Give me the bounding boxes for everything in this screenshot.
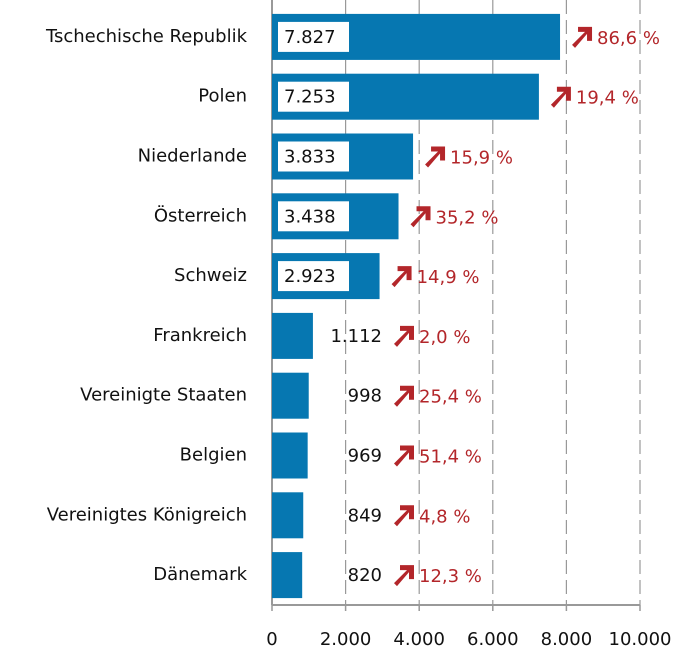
- category-label: Belgien: [180, 445, 247, 466]
- trend-arrow: [425, 146, 446, 168]
- trend-arrow: [394, 565, 414, 587]
- category-label: Österreich: [154, 204, 247, 226]
- bar: [272, 492, 304, 539]
- value-label: 2.923: [284, 266, 336, 287]
- trend-arrow: [550, 86, 571, 108]
- value-label: 820: [348, 565, 382, 586]
- change-label: 15,9 %: [450, 148, 513, 169]
- value-label-box: [278, 261, 349, 292]
- bar: [272, 552, 303, 599]
- trend-arrow: [391, 266, 412, 288]
- trend-arrow: [572, 26, 593, 48]
- value-label: 849: [348, 505, 382, 526]
- category-label: Dänemark: [153, 564, 247, 585]
- change-label: 19,4 %: [576, 88, 639, 109]
- trend-arrow: [394, 445, 414, 467]
- category-label: Niederlande: [138, 146, 247, 167]
- trend-arrow: [410, 206, 431, 228]
- value-label-box: [278, 81, 349, 112]
- value-label: 969: [348, 446, 382, 467]
- x-tick-label: 8.000: [541, 629, 593, 650]
- change-label: 25,4 %: [419, 387, 482, 408]
- change-label: 51,4 %: [419, 447, 482, 468]
- category-label: Schweiz: [174, 265, 247, 286]
- category-label: Vereinigtes Königreich: [47, 504, 247, 525]
- change-label: 12,3 %: [419, 566, 482, 587]
- change-label: 14,9 %: [417, 267, 480, 288]
- change-label: 35,2 %: [436, 207, 499, 228]
- trend-arrow: [394, 505, 414, 527]
- category-label: Polen: [198, 86, 247, 107]
- value-label: 3.438: [284, 206, 336, 227]
- trend-arrow: [394, 325, 414, 347]
- bar: [272, 372, 309, 419]
- category-label: Vereinigte Staaten: [80, 385, 247, 406]
- value-label-box: [278, 141, 349, 172]
- x-tick-label: 4.000: [393, 629, 445, 650]
- value-label: 3.833: [284, 147, 336, 168]
- change-label: 4,8 %: [419, 506, 470, 527]
- category-label: Frankreich: [153, 325, 247, 346]
- x-tick-label: 2.000: [320, 629, 372, 650]
- value-label: 1.112: [330, 326, 382, 347]
- x-tick-label: 0: [266, 629, 277, 650]
- x-tick-label: 6.000: [467, 629, 519, 650]
- trend-arrow: [394, 385, 414, 407]
- bar: [272, 312, 313, 359]
- value-label: 7.827: [284, 27, 336, 48]
- value-label-box: [278, 21, 349, 52]
- value-label-box: [278, 201, 349, 232]
- category-label: Tschechische Republik: [45, 26, 248, 47]
- x-tick-label: 10.000: [609, 629, 672, 650]
- value-label: 998: [348, 386, 382, 407]
- bar: [272, 432, 308, 479]
- change-label: 86,6 %: [597, 28, 660, 49]
- value-label: 7.253: [284, 87, 336, 108]
- change-label: 2,0 %: [419, 327, 470, 348]
